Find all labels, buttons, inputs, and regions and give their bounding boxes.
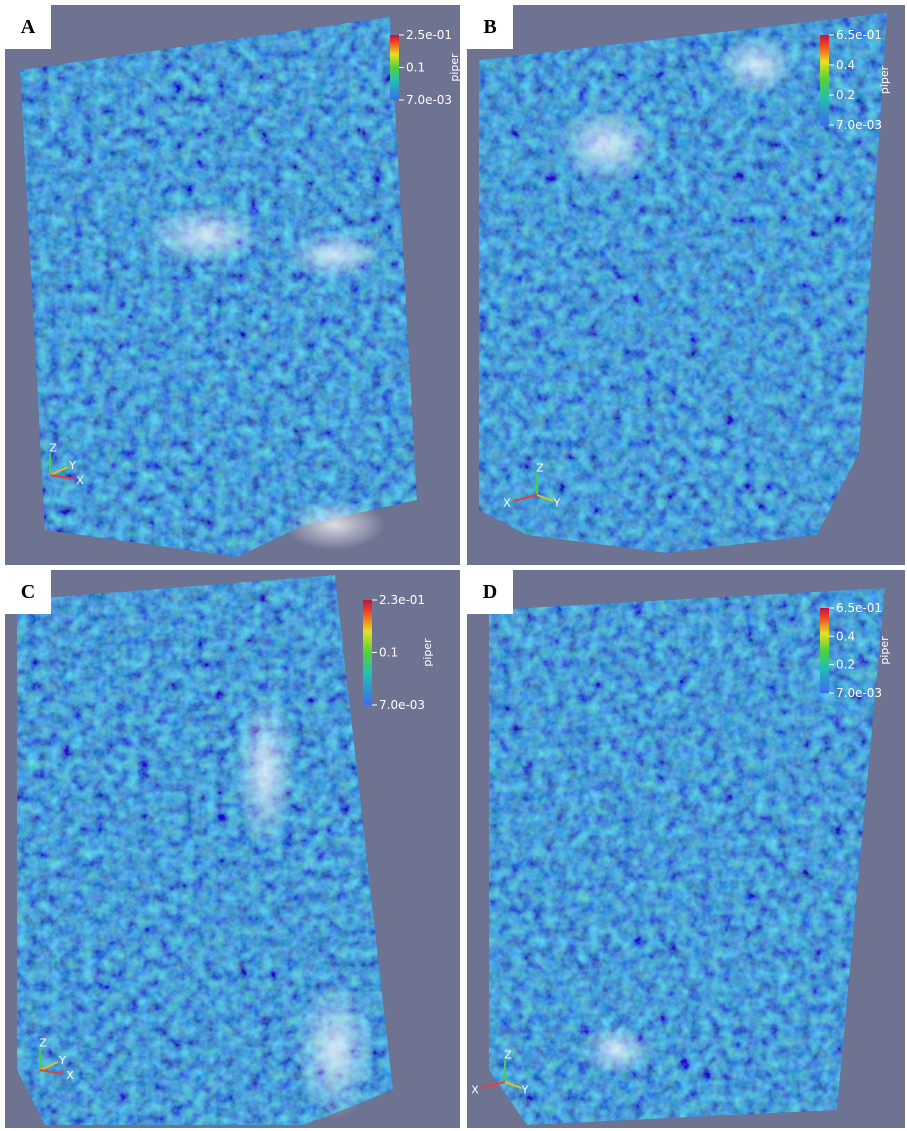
axis-label: Y: [521, 1084, 529, 1097]
pore-region: [582, 1025, 652, 1075]
render: 2.3e-01 0.1 7.0e-03 piper ZYX: [5, 570, 460, 1128]
colorbar-label: 7.0e-03: [379, 698, 425, 712]
axis-label: X: [76, 474, 84, 487]
colorbar-label: 7.0e-03: [836, 686, 882, 700]
panel-label: C: [5, 570, 51, 614]
pore-region: [235, 690, 295, 850]
render: 2.5e-01 0.1 7.0e-03 piper ZYX: [5, 5, 460, 565]
pore-region: [285, 500, 385, 550]
colorbar-label: 7.0e-03: [406, 93, 452, 107]
render: 6.5e-01 0.4 0.2 7.0e-03 piper Z X Y: [467, 5, 905, 565]
colorbar: [820, 608, 829, 693]
axis-label: Z: [536, 462, 544, 475]
pore-region: [557, 105, 657, 185]
colorbar-label: 2.5e-01: [406, 28, 452, 42]
colorbar-label: 0.2: [836, 88, 855, 102]
panel-label: B: [467, 5, 513, 49]
colorbar: [820, 35, 829, 125]
colorbar-label: 0.2: [836, 658, 855, 672]
axis-label: Y: [58, 1054, 66, 1067]
colorbar-label: 0.1: [406, 61, 425, 75]
axis-label: Y: [553, 497, 561, 510]
colorbar: [363, 600, 372, 705]
axis-label: Y: [68, 459, 76, 472]
pore-region: [717, 35, 797, 95]
colorbar-label: 7.0e-03: [836, 118, 882, 132]
render-panel: 6.5e-01 0.4 0.2 7.0e-03 piper Z X Y B: [467, 5, 905, 565]
colorbar-title: piper: [878, 65, 891, 94]
render: 6.5e-01 0.4 0.2 7.0e-03 piper Z X Y: [467, 570, 905, 1128]
axis-label: Z: [39, 1037, 47, 1050]
colorbar-label: 0.4: [836, 629, 855, 643]
colorbar-label: 0.1: [379, 646, 398, 660]
axis-label: Z: [49, 442, 57, 455]
pore-region: [285, 230, 385, 280]
axis-label: X: [503, 497, 511, 510]
panel-label: D: [467, 570, 513, 614]
colorbar-title: piper: [878, 636, 891, 665]
colorbar-title: piper: [421, 638, 434, 667]
panel-label: A: [5, 5, 51, 49]
colorbar-label: 0.4: [836, 58, 855, 72]
colorbar-label: 6.5e-01: [836, 601, 882, 615]
axis-label: Z: [504, 1049, 512, 1062]
render-panel: 6.5e-01 0.4 0.2 7.0e-03 piper Z X Y D: [467, 570, 905, 1128]
pore-region: [295, 980, 375, 1120]
pore-region: [145, 205, 265, 265]
axis-label: X: [66, 1069, 74, 1082]
axis-label: X: [471, 1084, 479, 1097]
colorbar-label: 6.5e-01: [836, 28, 882, 42]
colorbar-label: 2.3e-01: [379, 593, 425, 607]
colorbar: [390, 35, 399, 100]
colorbar-title: piper: [448, 53, 460, 82]
figure: {"panels": [ {"label": "A", "colorbar": …: [0, 0, 907, 1131]
